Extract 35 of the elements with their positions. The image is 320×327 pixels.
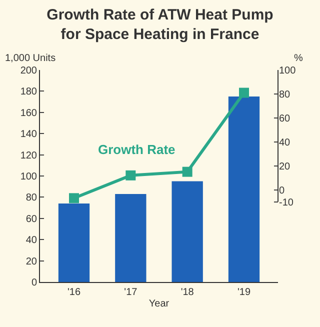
y2-tick-label: 20 — [279, 161, 291, 172]
y2-tick-label: 40 — [279, 137, 291, 148]
y-tick-label: 80 — [26, 192, 38, 204]
chart-title: Growth Rate of ATW Heat Pump for Space Heating in France — [46, 6, 274, 44]
x-axis-title: Year — [148, 298, 170, 310]
x-tick-label: '19 — [237, 287, 251, 298]
y-tick-label: 100 — [20, 172, 38, 182]
point — [239, 88, 249, 98]
point — [182, 166, 192, 177]
series-label: Growth Rate — [98, 142, 176, 157]
y-tick-label: 0 — [31, 278, 38, 288]
y-axis-title: 1,000 Units — [5, 53, 56, 64]
point — [126, 170, 136, 180]
bar — [115, 194, 146, 282]
x-tick-label: '16 — [67, 287, 81, 298]
point — [69, 193, 79, 204]
y-tick-label: 40 — [26, 235, 38, 246]
bar — [58, 204, 90, 282]
y-tick-label: 120 — [20, 150, 38, 162]
x-tick-label: '17 — [124, 287, 138, 298]
y-tick-label: 200 — [20, 66, 38, 76]
y2-axis-title: % — [294, 53, 303, 64]
y2-tick-label: 60 — [279, 113, 291, 124]
y2-tick-label: 0 — [279, 185, 285, 196]
y2-tick-label: 100 — [279, 66, 296, 76]
y2-tick-label: -10 — [279, 197, 294, 208]
y-tick-label: 180 — [20, 86, 38, 98]
x-tick-label: '18 — [180, 287, 194, 298]
bar — [228, 96, 260, 282]
y-tick-label: 160 — [20, 108, 38, 119]
y-tick-label: 20 — [26, 256, 38, 268]
y-tick-label: 140 — [20, 129, 38, 140]
bar — [172, 181, 203, 282]
y2-tick-label: 80 — [279, 89, 291, 100]
y-tick-label: 60 — [26, 214, 38, 225]
